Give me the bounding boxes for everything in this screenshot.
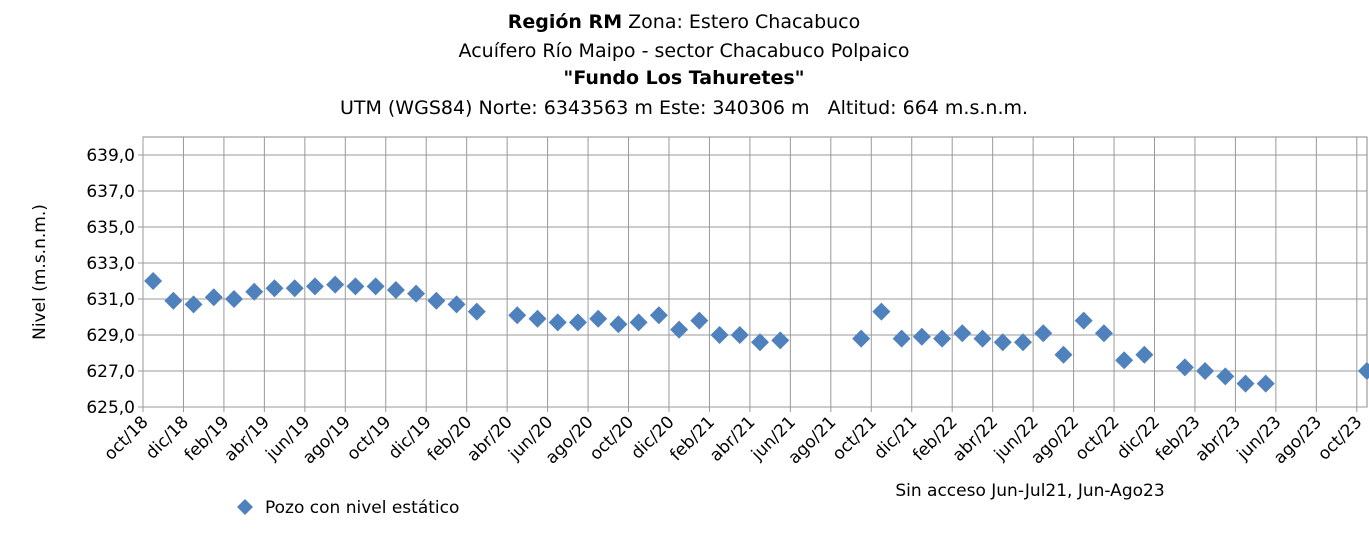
x-tick-label: oct/23 <box>1314 412 1366 464</box>
data-point <box>670 320 689 339</box>
data-point <box>508 306 527 325</box>
data-point <box>184 295 203 314</box>
data-point <box>710 326 729 344</box>
x-tick-label: oct/18 <box>100 412 152 464</box>
subtitle: Acuífero Río Maipo - sector Chacabuco Po… <box>459 40 910 62</box>
legend-marker <box>237 499 253 515</box>
data-point <box>912 327 931 346</box>
x-tick-label: abr/23 <box>1192 412 1245 465</box>
x-tick-label: oct/20 <box>586 412 638 464</box>
data-point <box>407 284 426 303</box>
data-point <box>447 295 466 314</box>
data-point <box>1135 345 1154 364</box>
data-point <box>305 277 324 296</box>
data-point <box>245 282 264 301</box>
data-point <box>609 315 628 334</box>
legend-label: Pozo con nivel estático <box>265 498 459 518</box>
data-point <box>326 275 345 294</box>
y-tick-label: 631,0 <box>86 290 135 310</box>
annotation: Sin acceso Jun-Jul21, Jun-Ago23 <box>895 481 1164 501</box>
data-point <box>386 281 405 299</box>
data-point <box>204 288 223 307</box>
data-point <box>427 291 446 310</box>
data-point <box>366 277 385 296</box>
x-tick-label: oct/19 <box>343 412 395 464</box>
y-tick-label: 627,0 <box>86 362 135 382</box>
location: UTM (WGS84) Norte: 6343563 m Este: 34030… <box>340 97 1028 119</box>
data-point <box>993 333 1012 352</box>
data-point <box>1094 324 1113 343</box>
data-point <box>892 329 911 348</box>
y-tick-label: 635,0 <box>86 218 135 238</box>
title-bold: Región RM <box>508 11 622 33</box>
data-point <box>548 313 567 332</box>
x-tick-label: abr/20 <box>463 412 516 465</box>
y-tick-label: 629,0 <box>86 326 135 346</box>
chart-title: Región RM Zona: Estero Chacabuco <box>508 11 861 33</box>
x-tick-label: oct/21 <box>829 412 881 464</box>
y-tick-label: 633,0 <box>86 254 135 274</box>
data-point <box>751 333 770 352</box>
data-point <box>1236 374 1255 393</box>
title: Zona: Estero Chacabuco <box>628 11 860 33</box>
subtitle-bold: "Fundo Los Tahuretes" <box>563 67 804 89</box>
data-point <box>1054 345 1073 364</box>
data-point <box>852 329 871 348</box>
data-point <box>589 309 608 328</box>
data-point <box>265 279 284 298</box>
data-point <box>771 331 790 350</box>
x-tick-label: oct/22 <box>1071 412 1123 464</box>
data-point <box>528 309 547 328</box>
data-point <box>568 313 587 332</box>
x-tick-label: abr/21 <box>706 412 759 465</box>
data-point <box>1357 362 1369 380</box>
x-tick-label: abr/19 <box>220 412 273 465</box>
data-point <box>1175 358 1194 377</box>
y-tick-label: 639,0 <box>86 146 135 166</box>
data-point <box>933 329 952 348</box>
x-tick-label: abr/22 <box>949 412 1002 465</box>
data-point <box>285 279 304 298</box>
data-point <box>1216 367 1235 386</box>
data-point <box>1196 362 1215 380</box>
data-point <box>690 311 709 330</box>
data-point <box>1014 333 1033 352</box>
y-tick-label: 637,0 <box>86 182 135 202</box>
data-point <box>953 324 972 343</box>
data-point <box>1115 351 1134 370</box>
data-point <box>649 306 668 325</box>
data-point <box>973 329 992 348</box>
data-point <box>164 291 183 310</box>
data-point <box>225 290 244 308</box>
data-point <box>346 277 365 296</box>
data-point <box>1074 311 1093 330</box>
data-point <box>872 302 891 321</box>
data-point <box>467 302 486 321</box>
data-point <box>1256 374 1275 393</box>
y-axis-label: Nivel (m.s.n.m.) <box>30 204 50 340</box>
y-tick-label: 625,0 <box>86 398 135 418</box>
data-point <box>144 272 163 290</box>
data-point <box>629 313 648 332</box>
data-point <box>1034 324 1053 343</box>
data-point <box>730 326 749 344</box>
